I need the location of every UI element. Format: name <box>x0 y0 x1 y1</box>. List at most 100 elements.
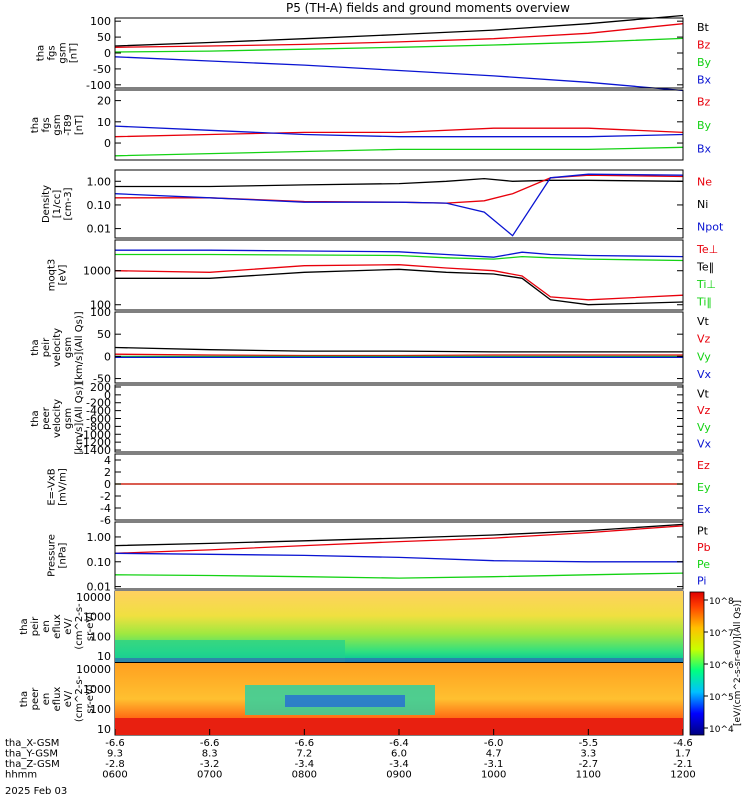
y-axis-label: Pressure <box>47 534 58 577</box>
panel-frame <box>114 384 684 453</box>
legend-entry: Pt <box>697 524 709 537</box>
legend-entry: Pb <box>697 541 711 554</box>
panel-moms_t: 1000 100 moqt3 [eV] Te⊥ Te‖ Ti⊥ Ti‖ <box>47 239 718 312</box>
y-axis-label: sr-eV) <box>85 612 96 641</box>
series-fgs_gsm-2 <box>114 37 684 53</box>
legend-entry: By <box>697 119 712 132</box>
legend-entry: Vz <box>697 404 711 417</box>
y-tick-label: -100 <box>86 79 111 92</box>
panel-frame <box>114 521 684 590</box>
y-axis-label: sr-eV) <box>85 684 96 713</box>
y-tick-label: 0 <box>104 478 111 491</box>
y-axis-label: tha <box>30 339 41 355</box>
legend-entry: Ez <box>697 459 710 472</box>
y-tick-label: 0.01 <box>87 223 112 236</box>
legend-entry: Bz <box>697 38 711 51</box>
x-axis-value: -3.4 <box>389 759 409 770</box>
series-pressure-1 <box>114 525 684 554</box>
y-tick-label: 0.10 <box>87 199 112 212</box>
y-tick-label: 1.00 <box>87 531 112 544</box>
y-tick-label: 0.01 <box>87 581 112 594</box>
legend-entry: Ti⊥ <box>696 278 716 291</box>
y-axis-label: (cm^2-s- <box>74 675 85 722</box>
x-axis-value: -2.8 <box>105 759 125 770</box>
series-moms_t-3 <box>115 268 684 306</box>
y-axis-label: eV/ <box>63 618 74 635</box>
legend-entry: Bt <box>697 21 710 34</box>
y-axis-label: [eV] <box>58 265 69 286</box>
legend-entry: Pe <box>697 558 710 571</box>
y-tick-label: 1000 <box>83 611 111 624</box>
y-tick-label: 1000 <box>83 265 111 278</box>
x-axis-value: -3.1 <box>484 759 504 770</box>
series-fgs_gsm_dtrend-2 <box>114 125 684 138</box>
y-axis-label: fgs <box>47 45 58 60</box>
series-pressure-3 <box>114 572 684 579</box>
panel-frame <box>114 453 684 521</box>
y-axis-label: gsm <box>52 114 63 135</box>
y-tick-label: 1.00 <box>87 175 112 188</box>
y-tick-label: 0.10 <box>87 556 112 569</box>
y-tick-label: -4 <box>100 502 111 515</box>
y-tick-label: -6 <box>100 514 111 527</box>
y-tick-label: 2 <box>104 466 111 479</box>
legend-entry: Ti‖ <box>696 295 712 308</box>
y-tick-label: 10 <box>97 650 111 663</box>
plot-title: P5 (TH-A) fields and ground moments over… <box>286 1 570 15</box>
x-axis-value: 8.3 <box>202 749 218 760</box>
panel-frame <box>114 169 684 239</box>
y-tick-label: 100 <box>90 15 111 28</box>
series-moms_t-1 <box>115 253 684 262</box>
y-tick-label: -1000 <box>79 428 111 441</box>
legend-entry: By <box>697 56 712 69</box>
y-axis-label: eflux <box>52 687 63 712</box>
series-fgs_gsm-0 <box>114 14 684 47</box>
y-tick-label: 4 <box>104 454 111 467</box>
series-peir_velocity-1 <box>114 353 683 357</box>
y-axis-label: gsm <box>63 337 74 358</box>
x-axis-value: -5.5 <box>579 738 599 749</box>
legend-entry: Vt <box>697 315 710 328</box>
series-moms_t-0 <box>115 249 684 258</box>
y-tick-label: -50 <box>93 373 111 386</box>
panel-efield: 420-2-4-6 E=-VxB [mV/m] Ez Ey Ex <box>47 453 711 527</box>
series-peir_velocity-0 <box>114 346 683 353</box>
x-axis-value: -4.6 <box>673 738 693 749</box>
series-pressure-0 <box>114 523 684 547</box>
x-axis-date: 2025 Feb 03 <box>5 786 67 797</box>
x-axis-row-label: tha_Y-GSM <box>5 749 58 760</box>
panel-frame <box>114 17 684 89</box>
legend-entry: Bx <box>697 142 712 155</box>
x-axis-value: -6.4 <box>389 738 409 749</box>
colorbar-tick-label: 10^7 <box>709 629 734 639</box>
legend-entry: Vx <box>697 438 712 451</box>
panel-fgs_gsm_dtrend: 20 10 0 tha fgs gsm -T89 [nT] Bz By Bx <box>30 89 712 161</box>
x-axis-value: 9.3 <box>107 749 123 760</box>
legend-entry: Ey <box>697 481 711 494</box>
y-tick-label: 0 <box>104 389 111 402</box>
colorbar-ticks: 10^8 10^7 10^6 10^5 10^4 <box>704 597 734 735</box>
colorbar-label: [eV/(cm^2-s-sr-eV)](All Qs)] <box>733 600 743 726</box>
series-fgs_gsm-3 <box>114 56 684 92</box>
legend-entry: Vt <box>697 387 710 400</box>
y-axis-label: peir <box>41 337 52 357</box>
y-tick-label: -1400 <box>79 444 111 457</box>
x-axis-value: -6.6 <box>105 738 125 749</box>
y-axis-label: [nT] <box>69 43 80 63</box>
x-axis-value: -6.6 <box>200 738 220 749</box>
y-tick-label: 10000 <box>76 591 111 604</box>
y-axis-label: eflux <box>52 614 63 639</box>
x-axis-labels: tha_X-GSM -6.6 -6.6 -6.6 -6.4 -6.0 -5.5 -4.6 tha… <box>5 729 696 781</box>
y-axis-label: [km/s](All Qs)] <box>74 311 85 383</box>
series-density-0 <box>115 177 684 188</box>
x-axis-value: 0700 <box>197 770 222 781</box>
x-axis-value: -3.2 <box>200 759 220 770</box>
y-axis-label: peer <box>30 687 41 711</box>
colorbar-tick-label: 10^4 <box>709 725 734 735</box>
legend-entry: Ne <box>697 175 712 188</box>
series-density-2 <box>114 173 684 237</box>
x-axis-value: 4.7 <box>486 749 502 760</box>
y-tick-label: 0 <box>104 47 111 60</box>
